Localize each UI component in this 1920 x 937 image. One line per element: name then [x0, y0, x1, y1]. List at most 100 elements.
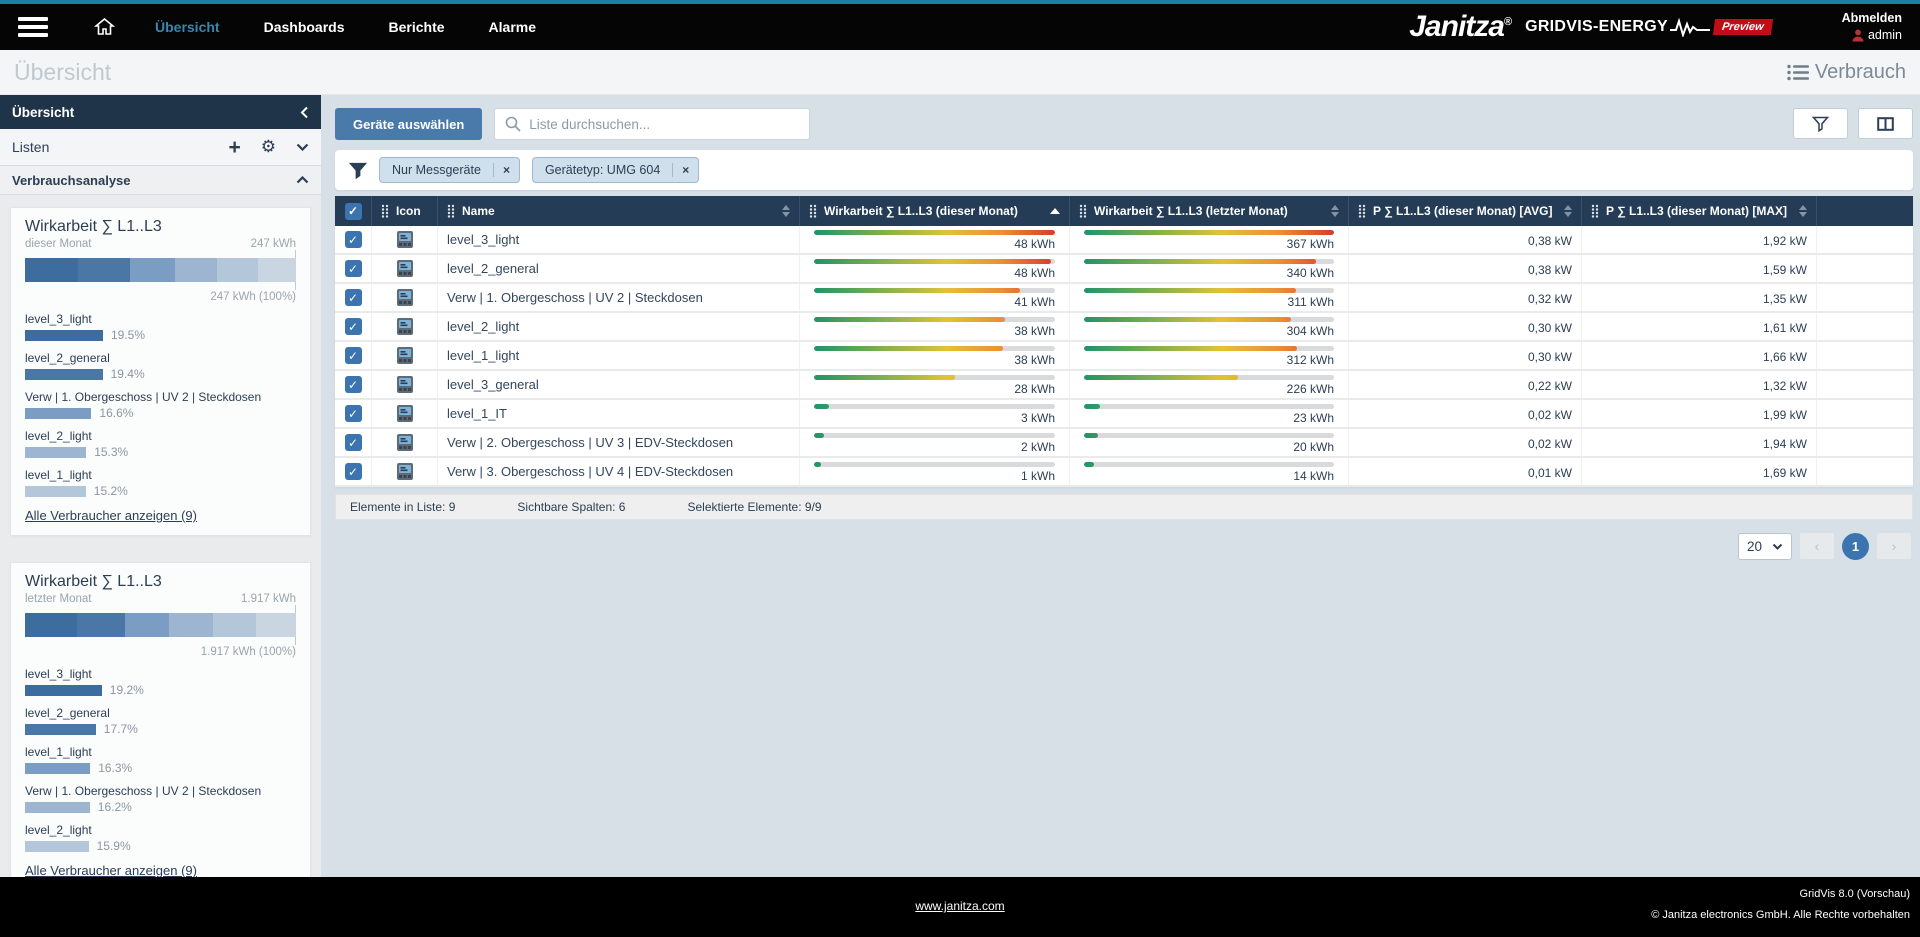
search-input[interactable]: [529, 117, 799, 132]
select-all-checkbox[interactable]: ✓: [345, 203, 362, 220]
sort-icon[interactable]: [1331, 205, 1339, 217]
row-checkbox[interactable]: ✓: [345, 405, 362, 422]
drag-handle-icon[interactable]: [1079, 204, 1087, 218]
device-name[interactable]: level_3_light: [447, 232, 519, 247]
show-all-consumers-link[interactable]: Alle Verbraucher anzeigen (9): [25, 508, 197, 523]
wirkarbeit-dieser-monat-cell: 41 kWh: [799, 284, 1069, 311]
columns-button[interactable]: [1858, 108, 1913, 139]
current-page-button[interactable]: 1: [1842, 533, 1869, 560]
chevron-down-icon[interactable]: [296, 143, 309, 151]
device-name[interactable]: level_2_light: [447, 319, 519, 334]
column-header-name[interactable]: Name: [462, 204, 495, 218]
janitza-logo: Janitza®: [1409, 10, 1511, 44]
janitza-link[interactable]: www.janitza.com: [915, 899, 1004, 913]
preview-badge: Preview: [1713, 19, 1773, 35]
consumption-card-letzter-monat: Wirkarbeit ∑ L1..L3 letzter Monat 1.917 …: [10, 562, 311, 877]
filter-chips-bar: Nur Messgeräte × Gerätetyp: UMG 604 ×: [335, 150, 1913, 190]
brand-area: Janitza® GRIDVIS-ENERGY Preview Abmelden…: [1409, 10, 1902, 45]
page-header: Übersicht Verbrauch: [0, 50, 1920, 95]
table-row[interactable]: ✓level_2_general48 kWh340 kWh0,38 kW1,59…: [335, 255, 1913, 284]
nav-alarme[interactable]: Alarme: [489, 19, 536, 35]
consumer-bar: [25, 447, 86, 458]
filter-button[interactable]: [1793, 108, 1848, 139]
column-header-p-max[interactable]: P ∑ L1..L3 (dieser Monat) [MAX]: [1606, 204, 1787, 218]
consumer-item: level_1_light 15.2%: [25, 468, 296, 498]
nav-dashboards[interactable]: Dashboards: [264, 19, 345, 35]
sort-ascending-icon[interactable]: [1050, 208, 1060, 214]
row-checkbox[interactable]: ✓: [345, 376, 362, 393]
gradient-bar: [814, 317, 1005, 322]
table-row[interactable]: ✓ Verw | 2. Obergeschoss | UV 3 | EDV-Ste…: [335, 429, 1913, 458]
row-checkbox[interactable]: ✓: [345, 231, 362, 248]
row-checkbox[interactable]: ✓: [345, 289, 362, 306]
sidebar-section-verbrauchsanalyse[interactable]: Verbrauchsanalyse: [0, 166, 321, 195]
add-list-icon[interactable]: +: [228, 137, 240, 158]
table-row[interactable]: ✓level_2_light38 kWh304 kWh0,30 kW1,61 k…: [335, 313, 1913, 342]
device-name[interactable]: Verw | 2. Obergeschoss | UV 3 | EDV-Stec…: [447, 435, 733, 450]
nav-berichte[interactable]: Berichte: [389, 19, 445, 35]
gradient-bar: [1084, 404, 1100, 409]
drag-handle-icon[interactable]: [447, 204, 455, 218]
device-icon: [394, 259, 416, 278]
drag-handle-icon[interactable]: [381, 204, 389, 218]
prev-page-button[interactable]: ‹: [1799, 532, 1835, 560]
row-checkbox[interactable]: ✓: [345, 434, 362, 451]
column-header-wirkarbeit-dieser-monat[interactable]: Wirkarbeit ∑ L1..L3 (dieser Monat): [824, 204, 1018, 218]
table-row[interactable]: ✓level_3_light48 kWh367 kWh0,38 kW1,92 k…: [335, 226, 1913, 255]
hamburger-menu-icon[interactable]: [18, 17, 48, 37]
row-checkbox[interactable]: ✓: [345, 347, 362, 364]
logout-button[interactable]: Abmelden: [1842, 10, 1902, 28]
table-row[interactable]: ✓ Verw | 1. Obergeschoss | UV 2 | Steckdo…: [335, 284, 1913, 313]
filter-chip-nur-messgeraete: Nur Messgeräte ×: [379, 157, 520, 183]
row-checkbox[interactable]: ✓: [345, 260, 362, 277]
wirkarbeit-letzter-monat-cell: 312 kWh: [1069, 342, 1348, 369]
next-page-button[interactable]: ›: [1876, 532, 1912, 560]
chevron-up-icon[interactable]: [296, 176, 309, 184]
wirkarbeit-dieser-monat-cell: 38 kWh: [799, 313, 1069, 340]
table-row[interactable]: ✓ Verw | 3. Obergeschoss | UV 4 | EDV-Ste…: [335, 458, 1913, 487]
row-checkbox[interactable]: ✓: [345, 463, 362, 480]
sort-icon[interactable]: [782, 205, 790, 217]
device-icon: [394, 317, 416, 336]
device-icon: [394, 433, 416, 452]
filter-chip-geraetetyp: Gerätetyp: UMG 604 ×: [532, 157, 699, 183]
home-icon[interactable]: [94, 17, 115, 37]
card-title: Wirkarbeit ∑ L1..L3: [25, 218, 296, 236]
device-icon: [394, 462, 416, 481]
row-checkbox[interactable]: ✓: [345, 318, 362, 335]
drag-handle-icon[interactable]: [1358, 204, 1366, 218]
table-row[interactable]: ✓level_1_IT3 kWh23 kWh0,02 kW1,99 kW: [335, 400, 1913, 429]
drag-handle-icon[interactable]: [809, 204, 817, 218]
device-name[interactable]: level_1_light: [447, 348, 519, 363]
card-total: 247 kWh: [251, 238, 296, 250]
table-status-bar: Elemente in Liste: 9 Sichtbare Spalten: …: [335, 494, 1913, 520]
sidebar-section-listen[interactable]: Listen + ⚙: [0, 129, 321, 166]
device-name[interactable]: Verw | 3. Obergeschoss | UV 4 | EDV-Stec…: [447, 464, 733, 479]
gear-icon[interactable]: ⚙: [261, 137, 276, 157]
show-all-consumers-link[interactable]: Alle Verbraucher anzeigen (9): [25, 863, 197, 877]
column-header-wirkarbeit-letzter-monat[interactable]: Wirkarbeit ∑ L1..L3 (letzter Monat): [1094, 204, 1288, 218]
username: admin: [1868, 27, 1902, 45]
device-name[interactable]: level_1_IT: [447, 406, 507, 421]
sort-icon[interactable]: [1564, 205, 1572, 217]
p-max-value: 1,66 kW: [1763, 350, 1807, 364]
collapse-left-icon[interactable]: [300, 106, 309, 119]
chip-close-icon[interactable]: ×: [672, 163, 698, 177]
drag-handle-icon[interactable]: [1591, 204, 1599, 218]
device-name[interactable]: level_3_general: [447, 377, 539, 392]
table-row[interactable]: ✓level_1_light38 kWh312 kWh0,30 kW1,66 k…: [335, 342, 1913, 371]
device-name[interactable]: level_2_general: [447, 261, 539, 276]
consumer-bar: [25, 841, 89, 852]
wirkarbeit-dieser-monat-cell: 2 kWh: [799, 429, 1069, 456]
chip-close-icon[interactable]: ×: [493, 163, 519, 177]
table-row[interactable]: ✓level_3_general28 kWh226 kWh0,22 kW1,32…: [335, 371, 1913, 400]
nav-uebersicht[interactable]: Übersicht: [155, 19, 220, 35]
device-name[interactable]: Verw | 1. Obergeschoss | UV 2 | Steckdos…: [447, 290, 703, 305]
select-devices-button[interactable]: Geräte auswählen: [335, 108, 482, 140]
column-header-icon[interactable]: Icon: [396, 204, 421, 218]
column-header-p-avg[interactable]: P ∑ L1..L3 (dieser Monat) [AVG]: [1373, 204, 1552, 218]
sort-icon[interactable]: [1799, 205, 1807, 217]
page-size-select[interactable]: 20: [1738, 533, 1792, 560]
context-selector[interactable]: Verbrauch: [1787, 61, 1906, 84]
card-total-pct: 247 kWh (100%): [25, 291, 296, 303]
